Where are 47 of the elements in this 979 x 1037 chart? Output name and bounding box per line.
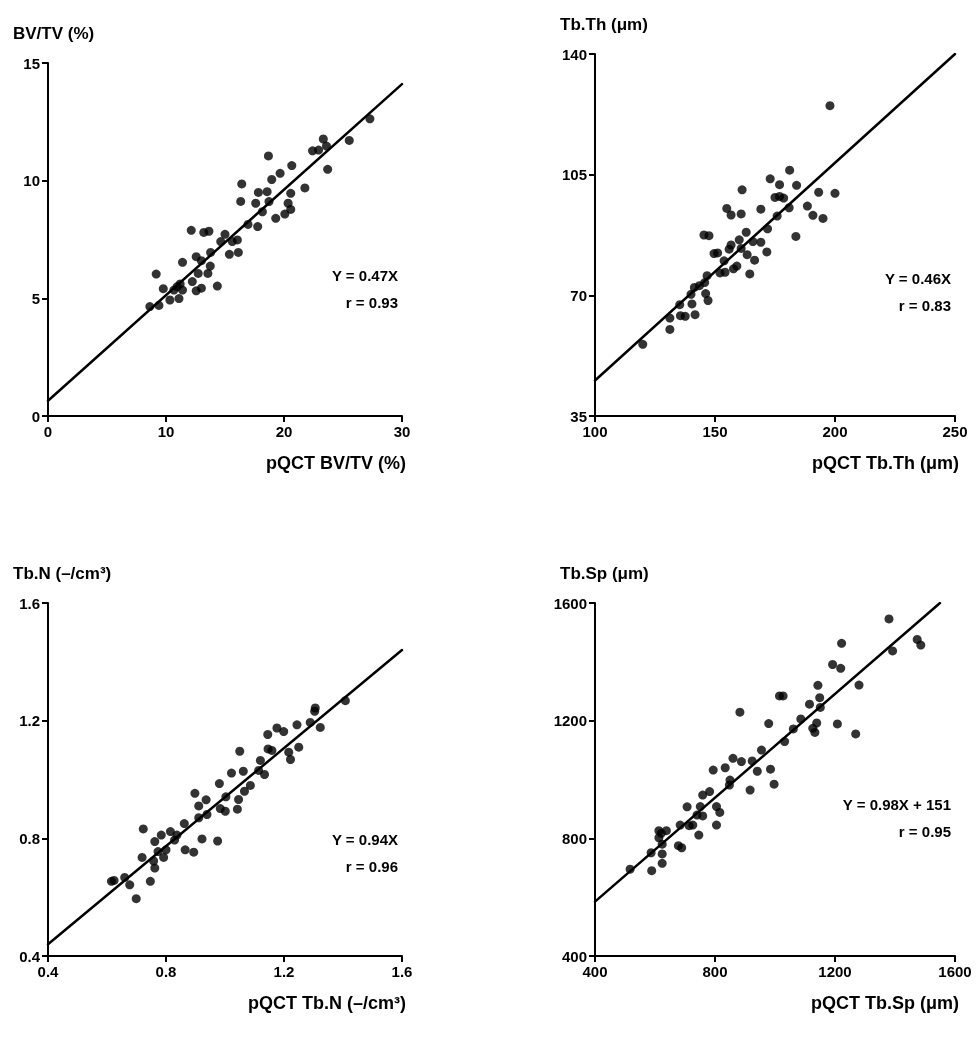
annotation: Y = 0.47X xyxy=(331,266,398,284)
y-tick-label: 0 xyxy=(31,407,40,425)
y-tick-label: 15 xyxy=(23,54,40,72)
x-axis-title: pQCT Tb.Th (μm) xyxy=(812,453,960,473)
y-axis-title: Tb.Sp (μm) xyxy=(560,564,649,583)
x-tick-label: 20 xyxy=(275,423,293,440)
annotation: r = 0.95 xyxy=(898,823,951,841)
annotation: Y = 0.94X xyxy=(331,831,398,849)
annotation: Y = 0.98X + 151 xyxy=(842,796,951,814)
x-tick-label: 150 xyxy=(702,423,728,440)
annotation: r = 0.93 xyxy=(345,293,398,311)
y-tick-label: 105 xyxy=(561,166,587,184)
x-tick-label: 0.8 xyxy=(155,963,177,980)
y-tick-label: 800 xyxy=(561,829,587,847)
y-tick-label: 35 xyxy=(570,407,587,425)
x-tick-label: 250 xyxy=(942,423,968,440)
x-tick-label: 0 xyxy=(43,423,53,440)
annotation: r = 0.96 xyxy=(345,858,398,876)
x-tick-label: 10 xyxy=(157,423,175,440)
y-axis-title: Tb.Th (μm) xyxy=(560,15,648,34)
x-tick-label: 30 xyxy=(393,423,411,440)
x-tick-label: 1.2 xyxy=(273,963,295,980)
x-tick-label: 400 xyxy=(582,963,608,980)
x-tick-label: 1600 xyxy=(938,963,972,980)
y-tick-label: 5 xyxy=(31,289,40,307)
y-axis-title: Tb.N (–/cm³) xyxy=(13,564,112,583)
x-tick-label: 1200 xyxy=(818,963,852,980)
y-tick-label: 400 xyxy=(561,947,587,965)
x-axis-title: pQCT BV/TV (%) xyxy=(266,453,407,473)
y-tick-label: 1200 xyxy=(553,712,587,730)
annotation: Y = 0.46X xyxy=(884,270,951,288)
y-axis-title: BV/TV (%) xyxy=(13,24,95,43)
y-tick-label: 10 xyxy=(23,172,40,190)
x-tick-label: 100 xyxy=(582,423,608,440)
y-tick-label: 140 xyxy=(561,45,587,63)
x-tick-label: 1.6 xyxy=(391,963,413,980)
y-tick-label: 0.8 xyxy=(19,829,40,847)
x-tick-label: 200 xyxy=(822,423,848,440)
y-tick-label: 70 xyxy=(570,286,587,304)
x-tick-label: 800 xyxy=(702,963,728,980)
y-tick-label: 1.6 xyxy=(19,594,40,612)
y-tick-label: 1600 xyxy=(553,594,587,612)
y-tick-label: 1.2 xyxy=(19,712,40,730)
annotation: r = 0.83 xyxy=(898,297,951,315)
y-tick-label: 0.4 xyxy=(19,947,41,965)
x-axis-title: pQCT Tb.Sp (μm) xyxy=(811,993,960,1013)
x-axis-title: pQCT Tb.N (–/cm³) xyxy=(248,993,407,1013)
